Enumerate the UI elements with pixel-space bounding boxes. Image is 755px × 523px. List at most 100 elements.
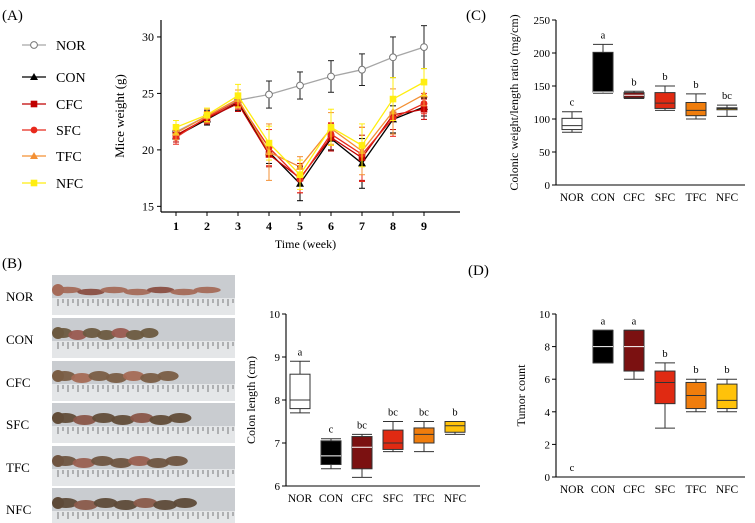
length-box bbox=[444, 421, 466, 433]
colon-cecum bbox=[52, 327, 64, 339]
tumor-significance-label: c bbox=[570, 463, 575, 474]
colon-photo-row-cfc bbox=[52, 361, 235, 401]
colon-photo-row-sfc bbox=[52, 403, 235, 443]
colon-segment bbox=[88, 371, 110, 381]
ratio-box bbox=[561, 117, 583, 131]
length-x-tick-label: NFC bbox=[444, 493, 467, 505]
legend-label-cfc: CFC bbox=[56, 98, 82, 113]
colon-segment bbox=[122, 371, 145, 381]
photo-ruler bbox=[52, 341, 235, 358]
tumor-box bbox=[654, 370, 676, 405]
length-x-tick-label: CON bbox=[319, 493, 344, 505]
colon-segment bbox=[82, 328, 102, 338]
tumor-significance-label: a bbox=[601, 316, 606, 327]
colon-segment bbox=[165, 456, 188, 466]
colon-segment bbox=[68, 330, 87, 340]
ratio-box-sfc bbox=[654, 85, 676, 111]
tumor-significance-label: b bbox=[724, 365, 729, 376]
tumor-box-sfc bbox=[654, 362, 676, 429]
length-significance-label: a bbox=[298, 347, 303, 358]
colon-photographs: NOR CON CFC SFC TFC NFC bbox=[6, 275, 235, 523]
colon-photo-label-cfc: CFC bbox=[6, 375, 31, 390]
colon-segment bbox=[130, 413, 154, 423]
colon-segment bbox=[73, 415, 97, 425]
weight-x-tick-label: 6 bbox=[328, 219, 334, 233]
weight-point-nor bbox=[327, 72, 335, 81]
weight-y-tick-label: 15 bbox=[142, 199, 154, 213]
ratio-box bbox=[592, 51, 614, 93]
tumor-box-cfc bbox=[623, 329, 645, 380]
weight-point-nfc bbox=[296, 171, 304, 179]
ratio-x-tick-label: NFC bbox=[716, 192, 739, 204]
colon-cecum bbox=[52, 497, 64, 509]
ratio-y-tick-label: 200 bbox=[534, 48, 551, 60]
ratio-box-nfc bbox=[716, 104, 738, 117]
weight-x-tick-label: 9 bbox=[421, 219, 427, 233]
colon-photo-label-sfc: SFC bbox=[6, 417, 29, 432]
length-box-tfc bbox=[413, 421, 435, 453]
colon-segment bbox=[93, 498, 118, 508]
colon-segment bbox=[105, 373, 127, 383]
tumor-y-tick-label: 2 bbox=[545, 439, 551, 451]
weight-point-nfc bbox=[265, 139, 273, 147]
weight-point-nor bbox=[265, 90, 273, 99]
ratio-y-tick-label: 150 bbox=[534, 81, 551, 93]
colon-segment bbox=[113, 500, 138, 510]
length-box bbox=[320, 440, 342, 466]
legend-marker-cfc bbox=[30, 100, 38, 108]
chart-tumor-count: 0 2 4 6 8 10 Tumor count NOR c CON a CFC a SFC b TFC b NF… bbox=[514, 309, 745, 496]
tumor-y-tick-label: 0 bbox=[545, 472, 551, 484]
weight-point-nfc bbox=[172, 123, 180, 131]
weight-x-axis-label: Time (week) bbox=[275, 237, 336, 251]
tumor-x-tick-label: NOR bbox=[560, 484, 585, 496]
tumor-y-axis-label: Tumor count bbox=[514, 364, 528, 427]
tumor-significance-label: b bbox=[693, 365, 698, 376]
colon-segment bbox=[173, 498, 197, 508]
legend-label-nfc: NFC bbox=[56, 177, 83, 192]
panel-label-b: (B) bbox=[2, 256, 22, 272]
tumor-y-tick-label: 6 bbox=[545, 374, 551, 386]
weight-x-tick-label: 1 bbox=[173, 219, 179, 233]
photo-ruler bbox=[52, 426, 235, 443]
weight-point-nor bbox=[420, 43, 428, 52]
ratio-significance-label: b bbox=[693, 80, 698, 91]
colon-segment bbox=[193, 286, 221, 294]
ratio-significance-label: b bbox=[662, 72, 667, 83]
colon-cecum bbox=[52, 370, 64, 382]
colon-segment bbox=[125, 330, 145, 340]
length-box-cfc bbox=[351, 433, 373, 478]
colon-photo-row-con bbox=[52, 318, 235, 358]
length-x-tick-label: NOR bbox=[288, 493, 313, 505]
length-significance-label: bc bbox=[419, 408, 429, 419]
ratio-significance-label: c bbox=[570, 98, 575, 109]
length-y-tick-label: 10 bbox=[269, 309, 281, 321]
ratio-y-axis-label: Colonic weight/length ratio (mg/cm) bbox=[507, 14, 521, 190]
ratio-x-tick-label: TFC bbox=[685, 192, 706, 204]
weight-point-nor bbox=[389, 53, 397, 62]
colon-photo-label-con: CON bbox=[6, 332, 34, 347]
legend-marker-sfc bbox=[30, 126, 38, 134]
ratio-box-tfc bbox=[685, 93, 707, 120]
ratio-x-tick-label: NOR bbox=[560, 192, 585, 204]
weight-x-tick-label: 7 bbox=[359, 219, 365, 233]
colon-segment bbox=[97, 330, 116, 340]
length-y-axis-label: Colon length (cm) bbox=[244, 356, 258, 444]
tumor-x-tick-label: CON bbox=[591, 484, 616, 496]
colon-segment bbox=[168, 413, 192, 423]
weight-point-nfc bbox=[420, 78, 428, 86]
tumor-x-tick-label: SFC bbox=[655, 484, 676, 496]
ratio-significance-label: b bbox=[631, 77, 636, 88]
legend-marker-nor bbox=[30, 41, 38, 49]
tumor-x-tick-label: NFC bbox=[716, 484, 739, 496]
length-box bbox=[413, 427, 435, 444]
length-box-nor bbox=[289, 360, 311, 414]
tumor-y-tick-label: 4 bbox=[545, 407, 551, 419]
colon-segment bbox=[92, 413, 116, 423]
weight-series-line-tfc bbox=[175, 93, 425, 168]
colon-segment bbox=[91, 456, 114, 466]
weight-series-nfc bbox=[172, 68, 428, 190]
colon-segment bbox=[140, 373, 162, 383]
legend-label-con: CON bbox=[56, 71, 86, 86]
length-y-tick-label: 8 bbox=[275, 395, 281, 407]
tumor-y-tick-label: 10 bbox=[539, 309, 551, 321]
